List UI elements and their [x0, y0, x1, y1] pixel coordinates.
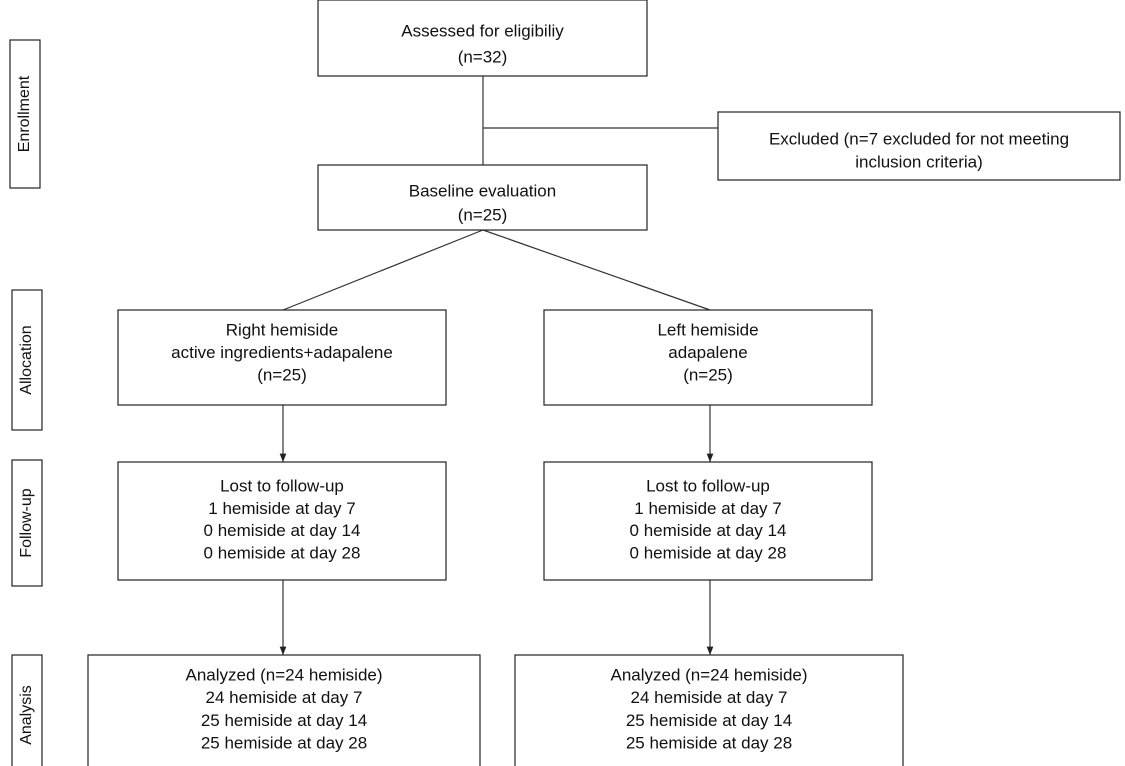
connectors [279, 76, 718, 655]
node-box [317, 0, 648, 77]
node: Left hemiside adapalene (n=25) [543, 309, 873, 406]
stage-label: Follow-up [18, 488, 35, 557]
node-text: (n=25) [458, 205, 508, 224]
node: Excluded (n=7 excluded for not meeting in… [717, 111, 1121, 181]
node-text: Left hemiside [657, 320, 758, 339]
node-text: 24 hemiside at day 7 [206, 688, 363, 707]
node-text: 25 hemiside at day 14 [201, 711, 367, 730]
node-text: Assessed for eligibiliy [401, 21, 564, 40]
node-text: (n=25) [257, 365, 307, 384]
node-text: Excluded (n=7 excluded for not meeting [769, 129, 1069, 148]
node-text: Baseline evaluation [409, 181, 556, 200]
node-box [317, 164, 648, 231]
node-text: (n=32) [458, 47, 508, 66]
node-text: 0 hemiside at day 28 [630, 543, 787, 562]
connector [482, 229, 711, 311]
node: Right hemiside active ingredients+adapale… [117, 309, 447, 406]
node-text: (n=25) [683, 365, 733, 384]
node-box [117, 461, 447, 581]
node-text: 24 hemiside at day 7 [631, 688, 788, 707]
node: Analyzed (n=24 hemiside) 24 hemiside at d… [87, 654, 481, 766]
node-text: Analyzed (n=24 hemiside) [185, 665, 382, 684]
node-box [117, 309, 447, 406]
node-box [543, 461, 873, 581]
stage-label: Allocation [18, 325, 35, 394]
node-text: Analyzed (n=24 hemiside) [610, 665, 807, 684]
connector [282, 229, 484, 311]
node: Lost to follow-up 1 hemiside at day 7 0 he… [117, 461, 447, 581]
node-text: active ingredients+adapalene [171, 343, 393, 362]
node-text: inclusion criteria) [855, 152, 983, 171]
node-box [87, 654, 481, 766]
node-text: Lost to follow-up [646, 476, 770, 495]
node-text: 1 hemiside at day 7 [208, 499, 355, 518]
stage-box [11, 459, 43, 587]
node-text: 1 hemiside at day 7 [634, 499, 781, 518]
stage-box [11, 289, 43, 431]
stage-label: Analysis [18, 685, 35, 745]
node: Analyzed (n=24 hemiside) 24 hemiside at d… [514, 654, 904, 766]
node-box [717, 111, 1121, 181]
node-box [543, 309, 873, 406]
node: Baseline evaluation (n=25) [317, 164, 648, 231]
node-text: 0 hemiside at day 14 [630, 521, 787, 540]
node-text: Right hemiside [226, 320, 338, 339]
stage-box [9, 39, 41, 189]
node-text: 25 hemiside at day 14 [626, 711, 792, 730]
node: Assessed for eligibiliy (n=32) [317, 0, 648, 77]
stage-box [11, 654, 43, 766]
node-text: adapalene [668, 343, 747, 362]
node: Lost to follow-up 1 hemiside at day 7 0 he… [543, 461, 873, 581]
node-text: 0 hemiside at day 14 [204, 521, 361, 540]
node-text: 0 hemiside at day 28 [204, 543, 361, 562]
node-text: Lost to follow-up [220, 476, 344, 495]
node-text: 25 hemiside at day 28 [201, 734, 367, 753]
node-text: 25 hemiside at day 28 [626, 734, 792, 753]
node-box [514, 654, 904, 766]
stage-label: Enrollment [16, 75, 33, 152]
